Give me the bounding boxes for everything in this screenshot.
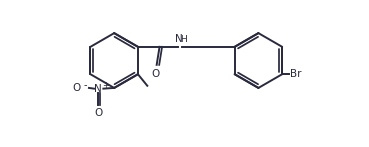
Text: O: O xyxy=(73,83,81,93)
Text: H: H xyxy=(180,35,187,44)
Text: Br: Br xyxy=(290,69,301,78)
Text: +: + xyxy=(102,81,109,90)
Text: O: O xyxy=(94,108,103,118)
Text: -: - xyxy=(83,80,87,90)
Text: N: N xyxy=(94,84,102,94)
Text: N: N xyxy=(175,34,183,44)
Text: O: O xyxy=(152,69,160,79)
